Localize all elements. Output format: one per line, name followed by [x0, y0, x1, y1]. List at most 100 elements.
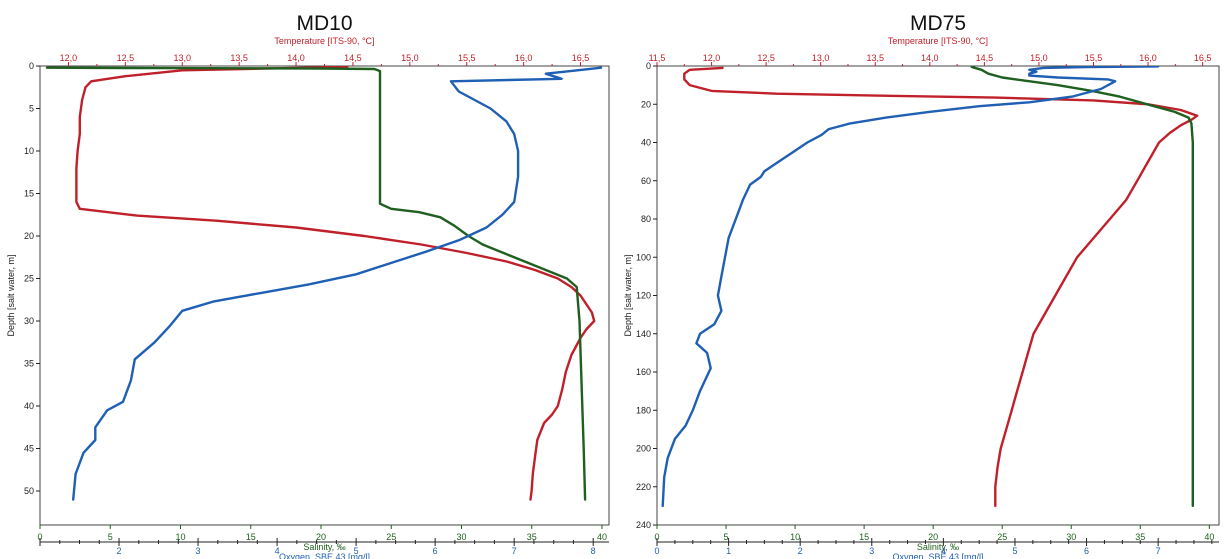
salinity-tick-label: 0: [654, 532, 659, 542]
oxygen-tick-label: 5: [1012, 546, 1017, 556]
salinity-tick-label: 40: [1204, 532, 1214, 542]
temperature-tick-label: 16,0: [1139, 53, 1157, 63]
temperature-tick-label: 13,5: [230, 53, 248, 63]
depth-tick-label: 180: [636, 405, 651, 415]
temperature-axis-label: Temperature [ITS-90, °C]: [888, 36, 988, 46]
depth-tick-label: 60: [641, 176, 651, 186]
temperature-tick-label: 14,5: [344, 53, 362, 63]
temperature-tick-label: 16,5: [1194, 53, 1212, 63]
temperature-tick-label: 12,0: [60, 53, 78, 63]
oxygen-tick-label: 3: [196, 546, 201, 556]
temperature-tick-label: 16,0: [515, 53, 533, 63]
depth-tick-label: 15: [24, 189, 34, 199]
salinity-tick-label: 25: [997, 532, 1007, 542]
oxygen-tick-label: 2: [798, 546, 803, 556]
oxygen-tick-label: 4: [275, 546, 280, 556]
plot-frame: [656, 65, 1220, 526]
oxygen-series-line: [72, 66, 603, 501]
depth-tick-label: 200: [636, 444, 651, 454]
oxygen-tick-label: 4: [941, 546, 946, 556]
temperature-tick-label: 12,5: [117, 53, 135, 63]
salinity-tick-label: 30: [1066, 532, 1076, 542]
temperature-tick-label: 12,0: [703, 53, 721, 63]
oxygen-tick-label: 5: [354, 546, 359, 556]
oxygen-tick-label: 3: [869, 546, 874, 556]
salinity-tick-label: 10: [175, 532, 185, 542]
depth-tick-label: 240: [636, 520, 651, 530]
salinity-series-line: [45, 66, 587, 501]
depth-tick-label: 140: [636, 329, 651, 339]
salinity-tick-label: 20: [316, 532, 326, 542]
temperature-tick-label: 14,5: [976, 53, 994, 63]
temperature-axis-label: Temperature [ITS-90, °C]: [274, 36, 374, 46]
salinity-tick-label: 5: [108, 532, 113, 542]
salinity-tick-label: 15: [246, 532, 256, 542]
depth-tick-label: 220: [636, 482, 651, 492]
salinity-series-line: [970, 66, 1194, 508]
temperature-series-line: [683, 66, 1199, 508]
depth-tick-label: 0: [29, 61, 34, 71]
salinity-tick-label: 20: [928, 532, 938, 542]
oxygen-tick-label: 2: [117, 546, 122, 556]
salinity-tick-label: 0: [37, 532, 42, 542]
depth-tick-label: 45: [24, 444, 34, 454]
temperature-tick-label: 14,0: [287, 53, 305, 63]
temperature-tick-label: 15,5: [458, 53, 476, 63]
temperature-tick-label: 13,5: [866, 53, 884, 63]
oxygen-tick-label: 8: [591, 546, 596, 556]
depth-tick-label: 20: [641, 99, 651, 109]
depth-tick-label: 100: [636, 252, 651, 262]
depth-tick-label: 5: [29, 104, 34, 114]
temperature-tick-label: 11,5: [649, 53, 666, 63]
temperature-tick-label: 12,5: [757, 53, 775, 63]
depth-tick-label: 10: [24, 146, 34, 156]
oxygen-axis-label: Oxygen, SBE 43 [mg/l]: [892, 552, 983, 559]
salinity-tick-label: 35: [1135, 532, 1145, 542]
chart-title: MD10: [296, 12, 352, 35]
depth-tick-label: 0: [646, 61, 651, 71]
oxygen-tick-label: 6: [433, 546, 438, 556]
salinity-tick-label: 5: [724, 532, 729, 542]
temperature-series-line: [75, 66, 596, 501]
salinity-axis-label: Salinity, ‰: [917, 542, 959, 552]
temperature-tick-label: 16,5: [572, 53, 590, 63]
oxygen-tick-label: 7: [512, 546, 517, 556]
salinity-tick-label: 35: [527, 532, 537, 542]
oxygen-series-line: [661, 66, 1160, 508]
chart-title: MD75: [910, 12, 966, 35]
temperature-tick-label: 13,0: [173, 53, 191, 63]
oxygen-tick-label: 1: [726, 546, 731, 556]
temperature-tick-label: 13,0: [812, 53, 830, 63]
depth-tick-label: 40: [641, 138, 651, 148]
depth-tick-label: 120: [636, 291, 651, 301]
salinity-tick-label: 40: [597, 532, 607, 542]
depth-tick-label: 160: [636, 367, 651, 377]
salinity-tick-label: 10: [790, 532, 800, 542]
oxygen-tick-label: 7: [1156, 546, 1161, 556]
salinity-tick-label: 25: [386, 532, 396, 542]
salinity-tick-label: 30: [456, 532, 466, 542]
depth-tick-label: 80: [641, 214, 651, 224]
depth-tick-label: 40: [24, 401, 34, 411]
temperature-tick-label: 15,0: [401, 53, 419, 63]
temperature-tick-label: 14,0: [921, 53, 939, 63]
temperature-tick-label: 15,0: [1030, 53, 1048, 63]
temperature-tick-label: 15,5: [1085, 53, 1103, 63]
depth-axis-label: Depth [salt water, m]: [6, 254, 16, 336]
salinity-tick-label: 15: [859, 532, 869, 542]
depth-tick-label: 25: [24, 274, 34, 284]
salinity-axis-label: Salinity, ‰: [303, 542, 345, 552]
oxygen-tick-label: 6: [1084, 546, 1089, 556]
depth-tick-label: 35: [24, 359, 34, 369]
oxygen-tick-label: 0: [654, 546, 659, 556]
depth-tick-label: 20: [24, 231, 34, 241]
oxygen-axis-label: Oxygen, SBE 43 [mg/l]: [279, 552, 370, 559]
depth-tick-label: 30: [24, 316, 34, 326]
depth-tick-label: 50: [24, 486, 34, 496]
depth-axis-label: Depth [salt water, m]: [623, 254, 633, 336]
plot-frame: [39, 65, 610, 526]
